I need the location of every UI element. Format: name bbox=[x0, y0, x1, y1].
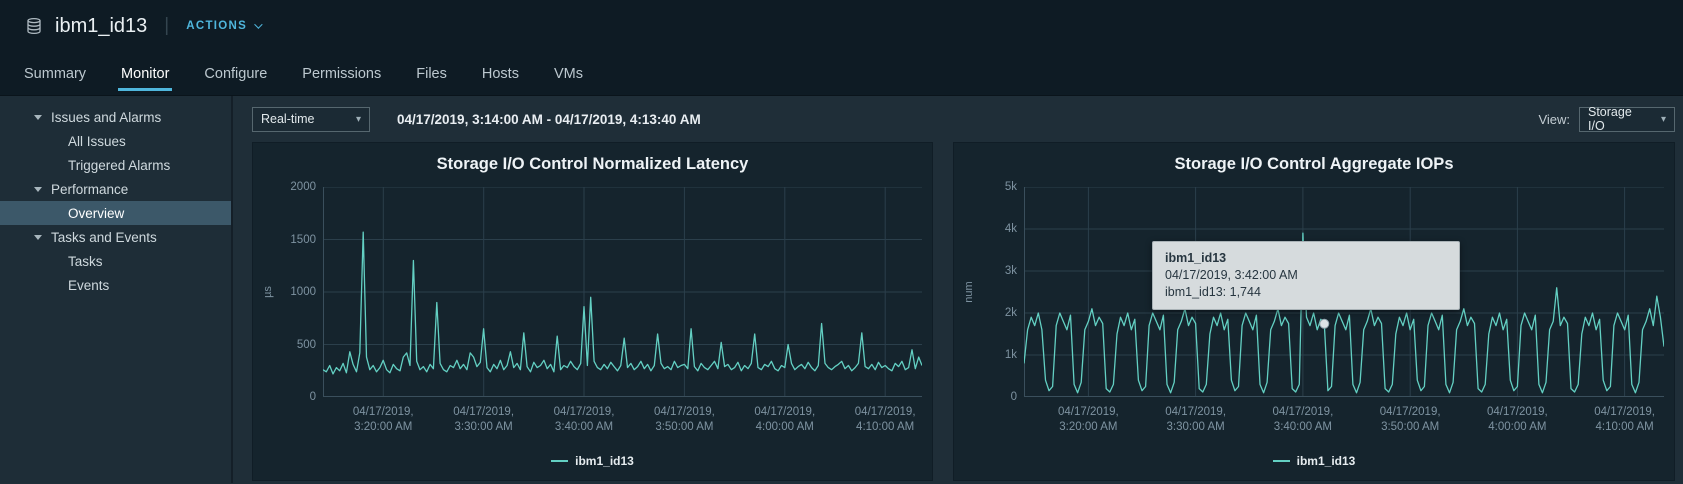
y-tick-label: 1000 bbox=[290, 286, 316, 298]
legend-swatch bbox=[551, 460, 569, 462]
sidebar-item-all-issues[interactable]: All Issues bbox=[68, 133, 126, 149]
legend-label: ibm1_id13 bbox=[575, 454, 634, 468]
caret-down-icon[interactable] bbox=[34, 186, 42, 192]
plot-area[interactable]: ibm1_id13 04/17/2019, 3:42:00 AM ibm1_id… bbox=[1023, 186, 1665, 398]
view-label: View: bbox=[1538, 111, 1570, 127]
sidebar-group-issues-and-alarms[interactable]: Issues and Alarms bbox=[0, 105, 231, 129]
page-title: ibm1_id13 bbox=[55, 14, 148, 37]
sidebar-item-triggered-alarms[interactable]: Triggered Alarms bbox=[68, 157, 171, 173]
iops-chart-panel: Storage I/O Control Aggregate IOPs num 0… bbox=[953, 142, 1675, 481]
y-tick-label: 5k bbox=[1004, 181, 1017, 193]
chart-title: Storage I/O Control Aggregate IOPs bbox=[1174, 155, 1454, 173]
performance-overview-pane: Real-time ▾ 04/17/2019, 3:14:00 AM - 04/… bbox=[233, 96, 1683, 483]
view-select[interactable]: Storage I/O ▾ bbox=[1579, 105, 1675, 133]
latency-chart-panel: Storage I/O Control Normalized Latency µ… bbox=[252, 142, 933, 481]
x-axis: 04/17/2019, 3:20:00 AM 04/17/2019, 3:30:00 … bbox=[323, 403, 922, 445]
tab-vms[interactable]: VMs bbox=[553, 65, 583, 82]
x-tick-label: 04/17/2019, 3:50:00 AM bbox=[1379, 406, 1441, 433]
y-tick-label: 1500 bbox=[290, 233, 316, 246]
date-range-text: 04/17/2019, 3:14:00 AM - 04/17/2019, 4:1… bbox=[397, 111, 701, 127]
x-axis: 04/17/2019, 3:20:00 AM 04/17/2019, 3:30:00 … bbox=[1024, 403, 1664, 445]
tooltip-value: ibm1_id13: 1,744 bbox=[1165, 285, 1261, 299]
legend-swatch bbox=[1272, 460, 1290, 462]
actions-menu-button[interactable]: ACTIONS bbox=[186, 20, 263, 32]
plot-area[interactable] bbox=[322, 186, 923, 398]
y-tick-label: 0 bbox=[1010, 391, 1017, 403]
chart-title: Storage I/O Control Normalized Latency bbox=[436, 155, 749, 173]
y-axis: 0 1k 2k 3k 4k 5k bbox=[978, 181, 1024, 403]
chevron-down-icon: ▾ bbox=[355, 113, 361, 125]
y-tick-label: 2k bbox=[1004, 307, 1017, 319]
tab-files[interactable]: Files bbox=[416, 65, 447, 82]
x-tick-label: 04/17/2019, 4:10:00 AM bbox=[1594, 406, 1656, 433]
x-tick-label: 04/17/2019, 3:30:00 AM bbox=[453, 406, 515, 433]
x-tick-label: 04/17/2019, 3:20:00 AM bbox=[1057, 406, 1119, 433]
sidebar-item-overview[interactable]: Overview bbox=[0, 201, 231, 225]
tab-hosts[interactable]: Hosts bbox=[481, 65, 519, 82]
sidebar-item-events[interactable]: Events bbox=[68, 277, 110, 293]
sidebar-item-tasks[interactable]: Tasks bbox=[68, 253, 103, 269]
x-tick-label: 04/17/2019, 3:50:00 AM bbox=[654, 406, 715, 433]
y-tick-label: 500 bbox=[296, 338, 316, 351]
sidebar-group-label: Tasks and Events bbox=[51, 229, 157, 245]
monitor-sidebar: Issues and Alarms All Issues Triggered A… bbox=[0, 96, 233, 483]
legend-label: ibm1_id13 bbox=[1296, 454, 1356, 468]
chevron-down-icon: ▾ bbox=[1660, 113, 1666, 125]
y-tick-label: 4k bbox=[1004, 223, 1017, 235]
caret-down-icon[interactable] bbox=[34, 234, 42, 240]
time-range-select[interactable]: Real-time ▾ bbox=[252, 106, 370, 132]
object-header: ibm1_id13 | ACTIONS bbox=[0, 0, 1683, 52]
x-tick-label: 04/17/2019, 3:40:00 AM bbox=[553, 406, 615, 433]
x-tick-label: 04/17/2019, 4:00:00 AM bbox=[1486, 406, 1548, 433]
tab-monitor[interactable]: Monitor bbox=[118, 52, 173, 95]
y-tick-label: 2000 bbox=[290, 181, 316, 193]
x-tick-label: 04/17/2019, 4:10:00 AM bbox=[854, 406, 916, 433]
datastore-icon bbox=[24, 16, 44, 36]
y-axis-unit: num bbox=[963, 281, 975, 303]
sidebar-group-label: Issues and Alarms bbox=[51, 109, 162, 125]
x-tick-label: 04/17/2019, 3:20:00 AM bbox=[352, 406, 414, 433]
x-tick-label: 04/17/2019, 3:40:00 AM bbox=[1272, 406, 1334, 433]
actions-label: ACTIONS bbox=[186, 20, 248, 32]
y-tick-label: 0 bbox=[309, 391, 316, 403]
tab-configure[interactable]: Configure bbox=[204, 65, 268, 82]
tab-permissions[interactable]: Permissions bbox=[302, 65, 382, 82]
time-range-value: Real-time bbox=[261, 112, 315, 126]
y-tick-label: 1k bbox=[1004, 349, 1017, 361]
tooltip-series-name: ibm1_id13 bbox=[1165, 251, 1227, 265]
tab-summary[interactable]: Summary bbox=[24, 65, 87, 82]
chart-toolbar: Real-time ▾ 04/17/2019, 3:14:00 AM - 04/… bbox=[252, 104, 1675, 134]
caret-down-icon[interactable] bbox=[34, 114, 42, 120]
y-tick-label: 3k bbox=[1004, 265, 1017, 277]
chart-legend[interactable]: ibm1_id13 bbox=[253, 454, 932, 468]
chart-tooltip: ibm1_id13 04/17/2019, 3:42:00 AM ibm1_id… bbox=[1152, 241, 1460, 310]
tooltip-timestamp: 04/17/2019, 3:42:00 AM bbox=[1165, 268, 1298, 282]
x-tick-label: 04/17/2019, 4:00:00 AM bbox=[754, 406, 816, 433]
y-axis-unit: µs bbox=[262, 286, 274, 298]
view-select-value: Storage I/O bbox=[1588, 105, 1632, 133]
chevron-down-icon bbox=[254, 20, 263, 29]
sidebar-group-tasks-and-events[interactable]: Tasks and Events bbox=[0, 225, 231, 249]
header-divider: | bbox=[164, 15, 170, 36]
object-tabbar: Summary Monitor Configure Permissions Fi… bbox=[0, 52, 1683, 96]
sidebar-group-label: Performance bbox=[51, 181, 129, 197]
sidebar-group-performance[interactable]: Performance bbox=[0, 177, 231, 201]
x-tick-label: 04/17/2019, 3:30:00 AM bbox=[1165, 406, 1227, 433]
chart-legend[interactable]: ibm1_id13 bbox=[954, 454, 1674, 468]
y-axis: 0 500 1000 1500 2000 bbox=[277, 181, 323, 403]
